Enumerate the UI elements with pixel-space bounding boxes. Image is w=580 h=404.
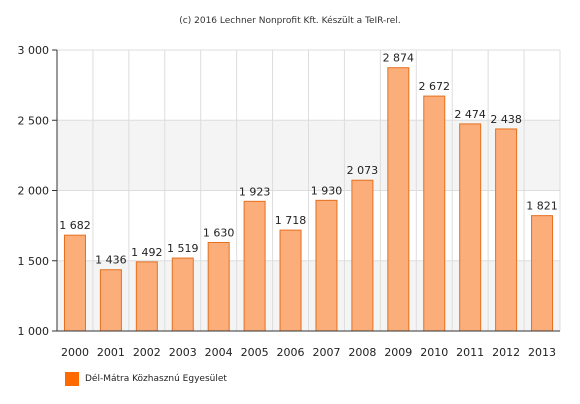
bar [99,269,122,332]
chart-credit: (c) 2016 Lechner Nonprofit Kft. Készült … [179,15,400,26]
legend: Dél-Mátra Közhasznú Egyesület [65,371,227,387]
data-label: 2 438 [490,113,522,126]
legend-label: Dél-Mátra Közhasznú Egyesület [85,374,227,384]
y-tick-label: 2 500 [18,114,50,127]
x-tick-label: 2013 [528,346,556,359]
x-tick-label: 2011 [456,346,484,359]
bar [207,241,230,332]
x-tick-label: 2003 [169,346,197,359]
data-label: 1 718 [275,214,307,227]
x-tick-label: 2001 [97,346,125,359]
x-tick-label: 2002 [133,346,161,359]
data-labels: 1 682 1 436 1 492 1 519 1 630 1 923 1 718 1 930… [59,52,558,267]
bar [351,179,374,332]
x-tick-label: 2008 [348,346,376,359]
legend-swatch [65,372,79,386]
bars [63,67,554,332]
data-label: 1 519 [167,242,199,255]
data-label: 2 672 [419,80,451,93]
x-tick-label: 2000 [61,346,89,359]
data-label: 1 930 [311,184,343,197]
y-tick-label: 2 000 [18,185,50,198]
bar [243,200,266,332]
bar [315,199,338,332]
data-label: 1 630 [203,226,235,239]
x-tick-label: 2012 [492,346,520,359]
x-tick-label: 2009 [384,346,412,359]
y-tick-label: 3 000 [18,44,50,57]
data-label: 2 474 [454,108,486,121]
data-label: 1 821 [526,200,558,213]
x-tick-label: 2007 [312,346,340,359]
x-tick-label: 2005 [241,346,269,359]
bar [135,261,158,332]
bar [387,67,410,332]
bar [171,257,194,332]
data-label: 1 492 [131,246,163,259]
bar [531,215,554,332]
x-tick-label: 2006 [277,346,305,359]
bar [459,123,482,332]
data-label: 2 874 [383,52,415,65]
data-label: 1 436 [95,254,127,267]
data-label: 2 073 [347,164,379,177]
bar [423,95,446,332]
x-tick-label: 2010 [420,346,448,359]
bar [63,234,86,332]
axes: 1 000 1 500 2 000 2 500 3 000 2000 2001 2002 200… [18,44,560,359]
x-tick-label: 2004 [205,346,233,359]
bar [279,229,302,332]
y-tick-label: 1 500 [18,255,50,268]
y-tick-label: 1 000 [18,325,50,338]
data-label: 1 923 [239,185,271,198]
data-label: 1 682 [59,219,91,232]
bar [495,128,518,332]
